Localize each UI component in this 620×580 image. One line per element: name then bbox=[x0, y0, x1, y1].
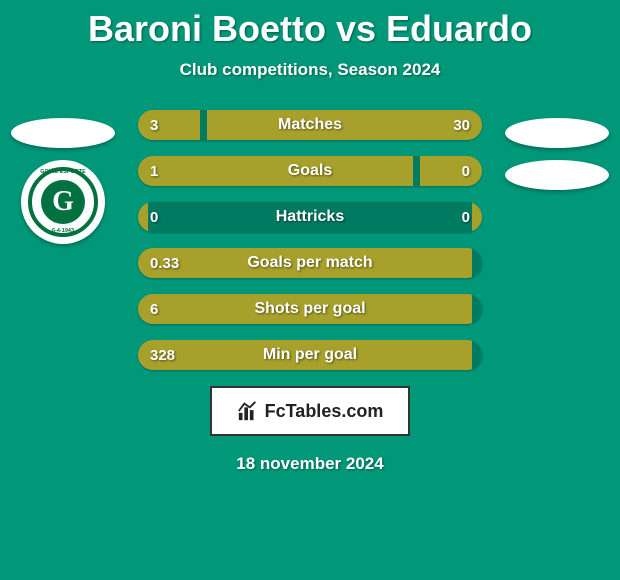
stat-bar-bg bbox=[138, 248, 482, 278]
stat-bar-bg bbox=[138, 202, 482, 232]
comparison-panel: GOIÁS ESPORTE G 6-4-1943 Matches330 Goals… bbox=[0, 110, 620, 370]
stat-row: Goals per match0.33 bbox=[138, 248, 482, 278]
club-placeholder-badge bbox=[505, 160, 609, 190]
stat-row: Shots per goal6 bbox=[138, 294, 482, 324]
stat-bar-left-fill bbox=[138, 202, 148, 232]
club-logo-top-text: GOIÁS ESPORTE bbox=[21, 169, 105, 175]
date-line: 18 november 2024 bbox=[0, 454, 620, 474]
stat-bar-gap bbox=[200, 110, 207, 140]
stat-bars: Matches330 Goals10 Hattricks00 Goals per ma… bbox=[138, 110, 482, 370]
stat-bar-left-fill bbox=[138, 156, 413, 186]
stat-bar-bg bbox=[138, 294, 482, 324]
stat-bar-left-fill bbox=[138, 248, 472, 278]
stat-row: Goals10 bbox=[138, 156, 482, 186]
club-logo-letter: G bbox=[52, 186, 74, 218]
page-subtitle: Club competitions, Season 2024 bbox=[0, 60, 620, 80]
stat-row: Min per goal328 bbox=[138, 340, 482, 370]
stat-bar-right-fill bbox=[207, 110, 482, 140]
player-placeholder-badge bbox=[11, 118, 115, 148]
stat-bar-bg bbox=[138, 340, 482, 370]
stat-bar-left-fill bbox=[138, 340, 472, 370]
chart-icon bbox=[237, 400, 259, 422]
club-logo-goias: GOIÁS ESPORTE G 6-4-1943 bbox=[21, 160, 105, 244]
stat-bar-left-fill bbox=[138, 294, 472, 324]
page-title: Baroni Boetto vs Eduardo bbox=[0, 0, 620, 50]
stat-bar-gap bbox=[472, 248, 482, 278]
brand-box: FcTables.com bbox=[210, 386, 410, 436]
stat-row: Matches330 bbox=[138, 110, 482, 140]
club-logo-bottom-text: 6-4-1943 bbox=[21, 228, 105, 234]
stat-row: Hattricks00 bbox=[138, 202, 482, 232]
club-logo-disc: G bbox=[41, 180, 85, 224]
stat-bar-gap bbox=[148, 202, 471, 232]
stat-bar-right-fill bbox=[472, 202, 482, 232]
stat-bar-left-fill bbox=[138, 110, 200, 140]
right-player-column bbox=[502, 110, 612, 202]
brand-text: FcTables.com bbox=[265, 401, 384, 422]
stat-bar-bg bbox=[138, 110, 482, 140]
player-placeholder-badge bbox=[505, 118, 609, 148]
left-player-column: GOIÁS ESPORTE G 6-4-1943 bbox=[8, 110, 118, 248]
stat-bar-gap bbox=[472, 340, 482, 370]
stat-bar-bg bbox=[138, 156, 482, 186]
stat-bar-gap bbox=[472, 294, 482, 324]
stat-bar-right-fill bbox=[420, 156, 482, 186]
stat-bar-gap bbox=[413, 156, 420, 186]
